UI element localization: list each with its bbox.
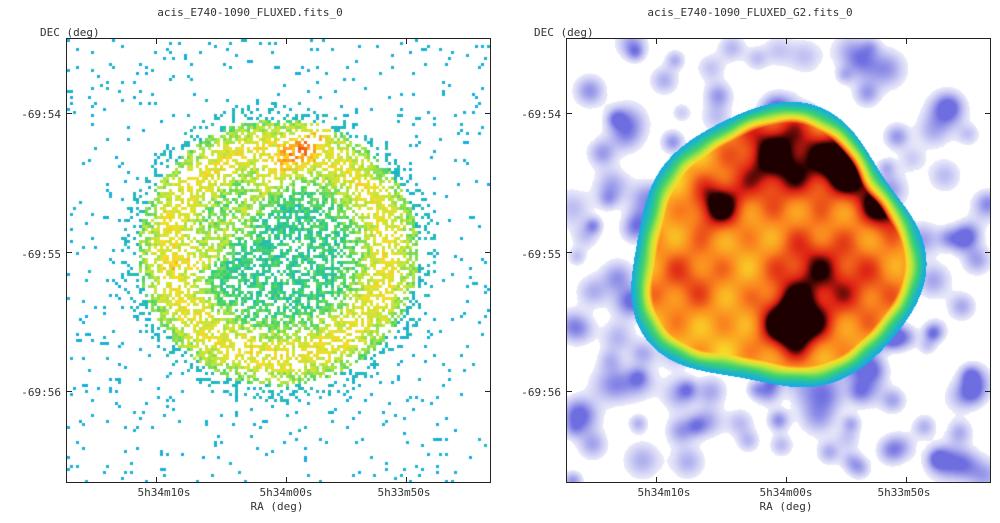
axis-tick [66, 113, 72, 114]
left-xray-image[interactable] [67, 39, 490, 482]
right-x-tick-label: 5h34m00s [759, 486, 813, 499]
axis-tick [786, 38, 787, 44]
right-image-title: acis_E740-1090_FLUXED_G2.fits_0 [647, 6, 853, 19]
right-xray-image[interactable] [567, 39, 990, 482]
axis-tick [485, 113, 491, 114]
axis-tick [566, 391, 572, 392]
axis-tick [66, 391, 72, 392]
axis-tick [485, 252, 491, 253]
axis-tick [906, 477, 907, 483]
left-x-tick-label: 5h33m50s [377, 486, 431, 499]
axis-tick [66, 252, 72, 253]
left-y-axis-label: DEC (deg) [40, 26, 100, 39]
axis-tick [906, 38, 907, 44]
axis-tick [286, 477, 287, 483]
left-x-axis-label: RA (deg) [250, 500, 304, 513]
right-y-tick-label: -69:55 [521, 248, 561, 261]
left-x-tick-label: 5h34m10s [137, 486, 191, 499]
axis-tick [985, 113, 991, 114]
axis-tick [406, 38, 407, 44]
axis-tick [656, 38, 657, 44]
left-y-tick-label: -69:54 [21, 108, 61, 121]
right-x-axis-label: RA (deg) [759, 500, 813, 513]
axis-tick [485, 391, 491, 392]
right-x-tick-label: 5h34m10s [637, 486, 691, 499]
right-y-tick-label: -69:56 [521, 386, 561, 399]
axis-tick [156, 38, 157, 44]
left-x-tick-label: 5h34m00s [259, 486, 313, 499]
axis-tick [656, 477, 657, 483]
axis-tick [156, 477, 157, 483]
axis-tick [786, 477, 787, 483]
axis-tick [985, 391, 991, 392]
left-y-tick-label: -69:56 [21, 386, 61, 399]
right-y-axis-label: DEC (deg) [534, 26, 594, 39]
left-image-panel: acis_E740-1090_FLUXED.fits_0 DEC (deg) -… [21, 6, 491, 513]
left-y-tick-label: -69:55 [21, 248, 61, 261]
right-y-tick-label: -69:54 [521, 108, 561, 121]
axis-tick [286, 38, 287, 44]
left-image-title: acis_E740-1090_FLUXED.fits_0 [157, 6, 343, 19]
axis-tick [985, 252, 991, 253]
right-image-frame[interactable] [566, 38, 991, 483]
axis-tick [566, 252, 572, 253]
right-x-tick-label: 5h33m50s [877, 486, 931, 499]
axis-tick [566, 113, 572, 114]
right-image-panel: acis_E740-1090_FLUXED_G2.fits_0 DEC (deg… [500, 0, 1000, 523]
left-image-frame[interactable] [66, 38, 491, 483]
axis-tick [406, 477, 407, 483]
